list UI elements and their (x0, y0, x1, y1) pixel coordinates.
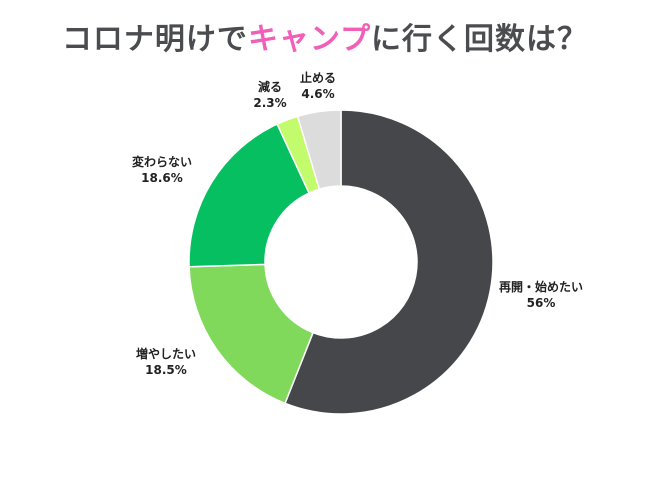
slice-value-4: 2.3% (253, 96, 286, 110)
donut-slice-1 (284, 109, 494, 415)
slice-label-3: 変わらない (132, 154, 192, 169)
donut-slice-2 (188, 263, 314, 405)
slice-label-4: 減る (258, 79, 282, 94)
title-part-2: に行く回数は？ (371, 22, 589, 57)
slice-label-1: 再開・始めたい (499, 279, 583, 294)
slice-label-5: 止める (300, 70, 336, 85)
slice-label-2: 増やしたい (136, 346, 196, 361)
donut-slice-5 (296, 109, 342, 191)
title-highlight: キャンプ (247, 22, 372, 57)
title-part-1: コロナ明けで (61, 22, 248, 57)
slice-value-3: 18.6% (141, 171, 183, 185)
slice-value-5: 4.6% (301, 87, 334, 101)
donut-slice-3 (188, 123, 311, 268)
slice-value-2: 18.5% (145, 363, 187, 377)
chart-title: コロナ明けでキャンプに行く回数は？ (0, 14, 650, 58)
slice-value-1: 56% (527, 296, 556, 310)
